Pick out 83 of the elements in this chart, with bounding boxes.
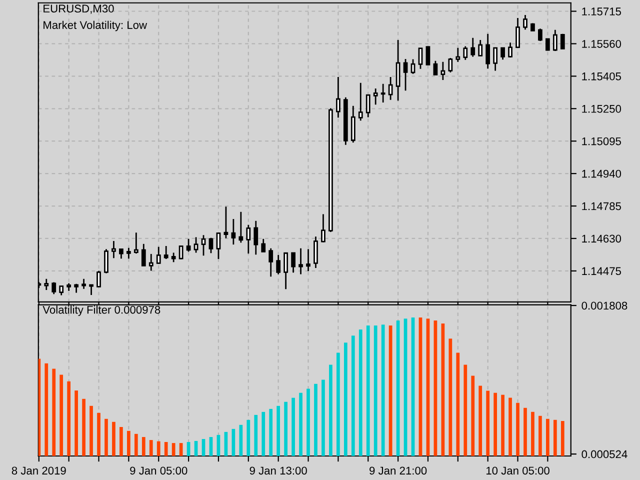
candlestick [366, 94, 370, 118]
candlestick [448, 57, 453, 74]
candlestick [134, 232, 138, 254]
candlestick [254, 220, 258, 256]
candlestick [380, 83, 386, 104]
candlestick [306, 248, 310, 272]
candlestick [96, 270, 101, 288]
candlestick [440, 61, 446, 81]
candlestick [373, 88, 378, 106]
candlestick [560, 33, 565, 50]
candlestick [59, 285, 64, 296]
candlestick [112, 240, 116, 259]
candlestick [396, 39, 400, 102]
candlestick [104, 248, 108, 274]
candlestick [321, 213, 326, 243]
candlestick [523, 14, 528, 30]
y-tick-label: 1.14630 [582, 234, 622, 243]
x-tick-label: 10 Jan 05:00 [486, 466, 550, 475]
y-tick-label: 1.15715 [582, 8, 621, 16]
candlestick [336, 76, 340, 118]
y-tick-label: 1.15405 [582, 72, 621, 80]
candlestick [410, 58, 416, 75]
candlestick [552, 29, 558, 52]
y-tick-label: 1.15095 [582, 137, 621, 146]
candlestick [148, 253, 154, 272]
candlestick [500, 47, 505, 60]
candlestick [141, 243, 146, 266]
candlestick [119, 248, 124, 260]
candlestick [268, 248, 274, 278]
y-tick-label: 0.001808 [582, 302, 628, 310]
candlestick [470, 37, 476, 58]
candlestick [291, 252, 296, 274]
candlestick [433, 60, 438, 76]
candlestick [463, 46, 468, 61]
candlestick [231, 218, 236, 246]
candlestick [314, 236, 318, 269]
candlestick [238, 211, 244, 244]
x-tick-label: 9 Jan 21:00 [370, 466, 427, 475]
candlestick [538, 28, 542, 42]
candlestick [164, 245, 168, 260]
candlestick [478, 39, 483, 56]
candlestick [350, 105, 356, 144]
x-tick-label: 9 Jan 05:00 [130, 466, 188, 475]
candlestick [156, 246, 161, 264]
y-tick-label: 1.14785 [582, 202, 621, 210]
y-tick-label: 1.15560 [582, 40, 622, 48]
candlestick [224, 206, 228, 239]
candlestick [261, 238, 266, 252]
candlestick [82, 278, 86, 290]
candlestick [178, 245, 184, 260]
chart-title: EURUSD,M30 [44, 4, 114, 14]
candlestick [298, 248, 303, 275]
candlestick [186, 238, 191, 252]
candlestick [126, 247, 131, 260]
candlestick [516, 17, 520, 48]
y-tick-label: 1.14475 [582, 267, 621, 276]
candlestick [486, 33, 490, 70]
candlestick [426, 46, 430, 66]
candlestick [52, 282, 56, 295]
candlestick [194, 236, 198, 254]
candlestick [216, 232, 221, 260]
candlestick [418, 48, 423, 70]
candlestick [89, 284, 94, 296]
candlestick [456, 47, 460, 63]
candlestick [201, 234, 206, 256]
candlestick [208, 237, 214, 254]
chart-title: Volatility Filter 0.000978 [42, 306, 160, 316]
candlestick [508, 42, 512, 58]
x-tick-label: 8 Jan 2019 [12, 466, 66, 475]
candlestick [44, 278, 49, 291]
candlestick [171, 252, 176, 263]
candlestick [493, 47, 498, 72]
candlestick [358, 82, 363, 122]
candlestick [388, 76, 393, 101]
y-tick-label: 1.15250 [582, 104, 622, 113]
y-tick-label: 0.000524 [582, 450, 628, 458]
x-tick-label: 9 Jan 13:00 [250, 466, 307, 475]
candlestick [246, 224, 251, 254]
y-tick-label: 1.14940 [582, 170, 622, 178]
candlestick [284, 252, 288, 290]
candlestick [403, 58, 408, 92]
candlestick [276, 254, 281, 275]
annotation: Market Volatility: Low [44, 20, 148, 32]
